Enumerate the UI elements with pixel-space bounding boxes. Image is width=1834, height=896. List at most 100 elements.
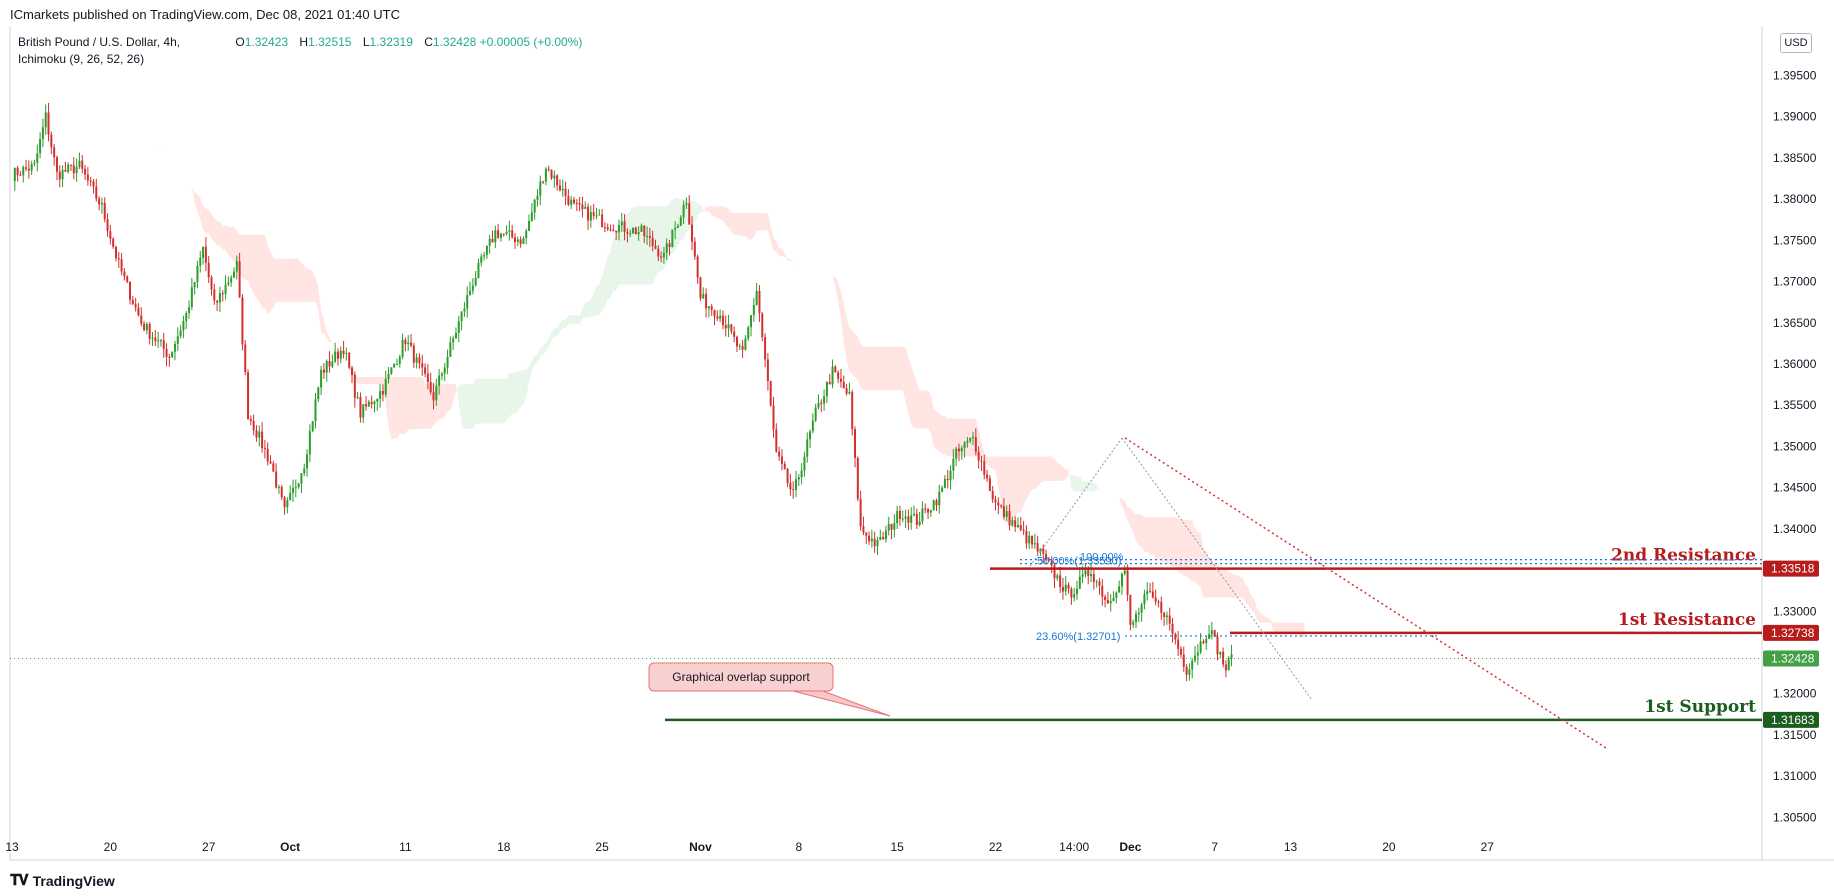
level-title-r1: 1st Resistance bbox=[1618, 610, 1756, 630]
candle-body bbox=[230, 277, 233, 283]
candle-body bbox=[1095, 581, 1098, 583]
cloud-segment bbox=[1276, 622, 1280, 633]
candle-body bbox=[463, 308, 466, 312]
candle-body bbox=[151, 337, 154, 339]
candle-body bbox=[761, 313, 764, 337]
candle-body bbox=[1000, 505, 1003, 507]
cloud-segment bbox=[717, 206, 721, 220]
candle-body bbox=[957, 448, 960, 452]
candle-body bbox=[345, 353, 348, 355]
cloud-segment bbox=[795, 264, 799, 266]
candle-body bbox=[952, 458, 955, 471]
candle-body bbox=[446, 357, 449, 368]
candle-body bbox=[913, 513, 916, 516]
candle-body bbox=[1016, 525, 1019, 528]
candle-body bbox=[283, 497, 286, 508]
y-tick-label: 1.36500 bbox=[1773, 316, 1817, 330]
candle-body bbox=[1025, 531, 1028, 544]
cloud-segment bbox=[321, 310, 324, 334]
candle-body bbox=[876, 540, 879, 547]
cloud-segment bbox=[616, 227, 619, 291]
cloud-segment bbox=[942, 416, 945, 454]
footer-brand[interactable]: 𝐓𝐕 TradingView bbox=[10, 872, 115, 889]
candle-body bbox=[22, 167, 25, 176]
candle-body bbox=[1118, 586, 1121, 593]
close-value: 1.32428 bbox=[432, 35, 477, 49]
candle-body bbox=[1073, 594, 1076, 598]
candle-body bbox=[842, 381, 845, 389]
candle-body bbox=[654, 245, 657, 249]
candle-body bbox=[831, 366, 834, 385]
cloud-segment bbox=[832, 276, 836, 288]
candle-body bbox=[1151, 591, 1154, 598]
cloud-segment bbox=[548, 331, 552, 348]
y-tick-label: 1.37000 bbox=[1773, 275, 1817, 289]
cloud-segment bbox=[933, 408, 937, 450]
candle-body bbox=[387, 373, 390, 379]
candle-body bbox=[61, 169, 64, 180]
candle-body bbox=[404, 339, 407, 345]
candle-body bbox=[1059, 575, 1062, 588]
candle-body bbox=[1182, 654, 1185, 667]
cloud-segment bbox=[368, 377, 372, 385]
candle-body bbox=[730, 324, 733, 332]
cloud-segment bbox=[863, 346, 867, 391]
candle-body bbox=[362, 404, 365, 418]
cloud-segment bbox=[835, 276, 839, 301]
cloud-segment bbox=[925, 390, 929, 429]
cloud-segment bbox=[1124, 501, 1128, 520]
high-value: 1.32515 bbox=[308, 35, 352, 49]
candle-body bbox=[752, 304, 755, 316]
cloud-segment bbox=[1282, 622, 1285, 633]
cloud-segment bbox=[1057, 462, 1061, 481]
candle-body bbox=[123, 271, 126, 277]
candles bbox=[13, 102, 1233, 682]
candle-body bbox=[39, 138, 42, 154]
cloud-segment bbox=[939, 413, 943, 454]
cloud-segment bbox=[885, 346, 889, 391]
cloud-segment bbox=[1287, 622, 1291, 633]
candle-body bbox=[216, 300, 219, 303]
candle-body bbox=[249, 419, 252, 421]
candle-body bbox=[578, 203, 581, 205]
candle-body bbox=[1106, 599, 1109, 604]
cloud-segment bbox=[1048, 456, 1052, 481]
candle-body bbox=[1210, 630, 1213, 635]
level-r1-tag bbox=[1763, 624, 1819, 641]
cloud-segment bbox=[1214, 563, 1218, 598]
candle-body bbox=[1196, 652, 1199, 656]
cloud-segment bbox=[228, 226, 232, 258]
cloud-segment bbox=[728, 208, 732, 232]
cloud-segment bbox=[1136, 514, 1139, 546]
candle-body bbox=[884, 530, 887, 540]
candle-body bbox=[241, 297, 244, 345]
candle-body bbox=[713, 309, 716, 317]
candle-body bbox=[825, 382, 828, 397]
cloud-segment bbox=[205, 208, 209, 235]
cloud-segment bbox=[995, 456, 999, 488]
cloud-segment bbox=[191, 185, 195, 204]
cloud-segment bbox=[531, 355, 535, 372]
candle-body bbox=[960, 448, 963, 452]
cloud-segment bbox=[514, 372, 518, 414]
y-tick-label: 1.34000 bbox=[1773, 522, 1817, 536]
candle-body bbox=[620, 221, 623, 226]
candle-body bbox=[199, 257, 202, 266]
candle-body bbox=[300, 473, 303, 484]
cloud-segment bbox=[807, 270, 811, 275]
currency-button[interactable]: USD bbox=[1780, 33, 1812, 53]
candle-body bbox=[157, 340, 160, 342]
candle-body bbox=[910, 515, 913, 523]
x-tick-label: 27 bbox=[202, 840, 216, 854]
cloud-segment bbox=[1195, 527, 1198, 585]
cloud-segment bbox=[113, 154, 116, 160]
cloud-segment bbox=[540, 345, 544, 357]
cloud-segment bbox=[498, 378, 501, 424]
cloud-segment bbox=[1172, 517, 1176, 567]
candle-body bbox=[696, 256, 699, 278]
candle-body bbox=[556, 175, 559, 186]
candle-body bbox=[646, 235, 649, 237]
y-tick-label: 1.31500 bbox=[1773, 728, 1817, 742]
cloud-segment bbox=[745, 213, 749, 240]
